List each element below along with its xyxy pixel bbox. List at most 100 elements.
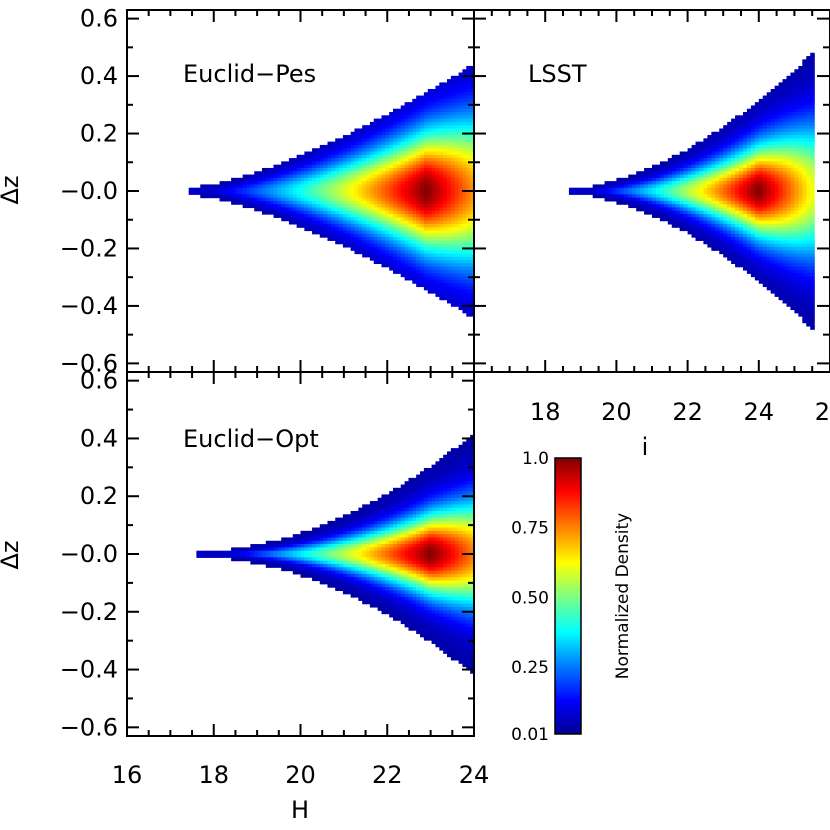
heatmap-cell xyxy=(462,161,467,166)
heatmap-cell xyxy=(711,171,716,176)
heatmap-cell xyxy=(778,167,784,172)
heatmap-cell xyxy=(331,567,336,572)
heatmap-cell xyxy=(715,177,720,182)
heatmap-cell xyxy=(288,207,294,212)
heatmap-cell xyxy=(435,220,440,225)
heatmap-cell xyxy=(731,197,736,202)
heatmap-cell xyxy=(703,158,708,162)
heatmap-cell xyxy=(458,302,464,307)
heatmap-cell xyxy=(431,131,437,136)
heatmap-cell xyxy=(711,210,716,215)
heatmap-cell xyxy=(731,174,736,179)
heatmap-cell xyxy=(723,174,728,179)
heatmap-cell xyxy=(458,266,464,271)
heatmap-cell xyxy=(323,540,329,545)
heatmap-cell xyxy=(450,253,456,258)
heatmap-cell xyxy=(774,184,780,189)
heatmap-cell xyxy=(723,187,728,192)
heatmap-cell xyxy=(366,230,371,235)
heatmap-cell xyxy=(659,171,665,176)
heatmap-cell xyxy=(416,164,421,169)
heatmap-cell xyxy=(806,184,811,189)
heatmap-cell xyxy=(258,181,263,186)
heatmap-cell xyxy=(711,167,716,172)
heatmap-cell xyxy=(794,250,799,255)
heatmap-cell xyxy=(315,570,321,575)
heatmap-cell xyxy=(742,112,748,116)
heatmap-cell xyxy=(782,95,788,100)
heatmap-cell xyxy=(447,260,452,264)
heatmap-cell xyxy=(687,167,693,172)
heatmap-cell xyxy=(323,204,329,209)
heatmap-cell xyxy=(435,128,440,133)
heatmap-cell xyxy=(292,534,298,539)
heatmap-cell xyxy=(362,554,367,558)
heatmap-cell xyxy=(439,253,444,258)
heatmap-cell xyxy=(362,177,367,182)
heatmap-cell xyxy=(770,227,776,232)
heatmap-cell xyxy=(393,204,398,209)
heatmap-cell xyxy=(770,223,776,228)
heatmap-cell xyxy=(691,194,697,199)
heatmap-cell xyxy=(699,227,705,232)
heatmap-cell xyxy=(319,148,325,153)
heatmap-cell xyxy=(342,560,348,565)
heatmap-cell xyxy=(695,158,701,162)
heatmap-cell xyxy=(296,537,302,542)
heatmap-cell xyxy=(466,266,471,271)
heatmap-cell xyxy=(648,204,653,209)
heatmap-cell xyxy=(308,191,313,195)
heatmap-cell xyxy=(346,210,352,215)
heatmap-cell xyxy=(439,102,444,107)
heatmap-cell xyxy=(377,233,383,238)
heatmap-cell xyxy=(339,181,344,186)
heatmap-cell xyxy=(766,92,772,97)
heatmap-cell xyxy=(802,75,807,80)
heatmap-cell xyxy=(711,240,716,245)
heatmap-cell xyxy=(323,567,329,572)
heatmap-cell xyxy=(628,181,633,186)
heatmap-cell xyxy=(358,514,363,519)
heatmap-cell xyxy=(427,161,433,166)
heatmap-cell xyxy=(470,227,475,232)
heatmap-cell xyxy=(458,194,464,199)
heatmap-cell xyxy=(331,237,336,241)
heatmap-cell xyxy=(312,577,317,582)
heatmap-cell xyxy=(683,154,689,159)
heatmap-cell xyxy=(711,214,716,218)
heatmap-cell xyxy=(798,154,803,159)
heatmap-cell xyxy=(750,200,756,205)
heatmap-cell xyxy=(277,207,282,212)
heatmap-cell xyxy=(758,256,764,261)
heatmap-cell xyxy=(431,217,437,222)
heatmap-cell xyxy=(404,121,410,126)
heatmap-cell xyxy=(802,263,807,268)
heatmap-cell xyxy=(758,144,764,149)
heatmap-cell xyxy=(358,590,363,595)
heatmap-cell xyxy=(620,187,625,192)
heatmap-cell xyxy=(346,547,352,552)
heatmap-cell xyxy=(746,184,752,189)
heatmap-cell xyxy=(296,174,302,179)
heatmap-cell xyxy=(691,154,697,159)
heatmap-cell xyxy=(794,75,799,80)
heatmap-cell xyxy=(366,577,371,582)
heatmap-cell xyxy=(423,233,429,238)
heatmap-cell xyxy=(439,220,444,225)
heatmap-cell xyxy=(770,148,776,153)
heatmap-cell xyxy=(454,286,460,291)
heatmap-cell xyxy=(443,207,448,212)
heatmap-cell xyxy=(277,547,282,552)
heatmap-cell xyxy=(462,167,467,172)
heatmap-cell xyxy=(362,560,367,565)
heatmap-cell xyxy=(454,171,460,176)
heatmap-cell xyxy=(412,279,417,284)
heatmap-cell xyxy=(470,309,475,314)
heatmap-cell xyxy=(786,79,792,83)
heatmap-cell xyxy=(400,266,406,271)
heatmap-cell xyxy=(315,161,321,166)
heatmap-cell xyxy=(439,135,444,139)
heatmap-cell xyxy=(234,197,240,202)
heatmap-cell xyxy=(754,184,760,189)
heatmap-cell xyxy=(790,85,795,90)
